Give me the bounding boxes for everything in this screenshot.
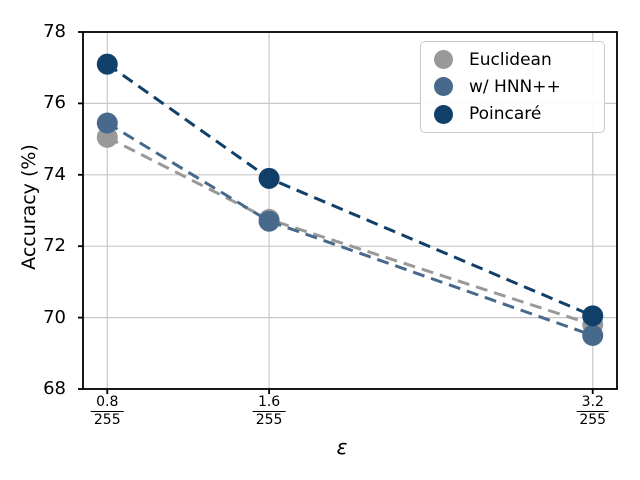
legend-marker-icon bbox=[434, 50, 453, 70]
legend-item-label: Euclidean bbox=[469, 49, 552, 70]
x-axis-label-text: ε bbox=[336, 435, 348, 459]
legend-item-poincar: Poincaré bbox=[434, 101, 598, 128]
y-axis-label-text: Accuracy (%) bbox=[18, 144, 40, 270]
x-tick-label: 0.8 255 bbox=[90, 394, 124, 429]
data-point-w-hnn bbox=[96, 112, 118, 134]
legend-marker-icon bbox=[434, 77, 453, 97]
x-tick-numerator: 1.6 bbox=[257, 394, 281, 410]
data-point-poincar bbox=[258, 167, 280, 189]
data-point-poincar bbox=[582, 305, 604, 327]
legend-item-w-hnn: w/ HNN++ bbox=[434, 73, 598, 100]
y-tick-label: 68 bbox=[43, 378, 66, 399]
legend-marker-icon bbox=[434, 104, 453, 124]
y-tick-label: 72 bbox=[43, 235, 66, 257]
x-tick-numerator: 0.8 bbox=[96, 394, 119, 410]
x-axis-label: ε bbox=[337, 435, 348, 459]
series-line-w-hnn bbox=[106, 121, 594, 337]
y-tick-label: 76 bbox=[43, 92, 66, 114]
x-tick-label: 1.6 255 bbox=[252, 394, 286, 429]
legend-item-label: Poincaré bbox=[469, 104, 542, 125]
series-line-euclidean bbox=[106, 135, 594, 327]
y-tick-label: 78 bbox=[43, 21, 66, 42]
y-tick-label: 74 bbox=[43, 163, 66, 185]
legend: Euclidean w/ HNN++ Poincaré bbox=[420, 41, 605, 133]
x-tick-denominator: 255 bbox=[252, 411, 286, 429]
data-point-poincar bbox=[96, 53, 118, 75]
legend-item-euclidean: Euclidean bbox=[434, 46, 598, 73]
x-tick-numerator: 3.2 bbox=[581, 394, 604, 410]
legend-item-label: w/ HNN++ bbox=[469, 76, 561, 97]
x-tick-denominator: 255 bbox=[576, 411, 610, 429]
x-tick-label: 3.2 255 bbox=[576, 394, 610, 429]
y-tick-label: 70 bbox=[43, 306, 66, 328]
x-tick-denominator: 255 bbox=[90, 411, 124, 429]
data-point-w-hnn bbox=[582, 324, 604, 346]
data-point-w-hnn bbox=[258, 210, 280, 232]
axes-spines bbox=[82, 31, 618, 390]
